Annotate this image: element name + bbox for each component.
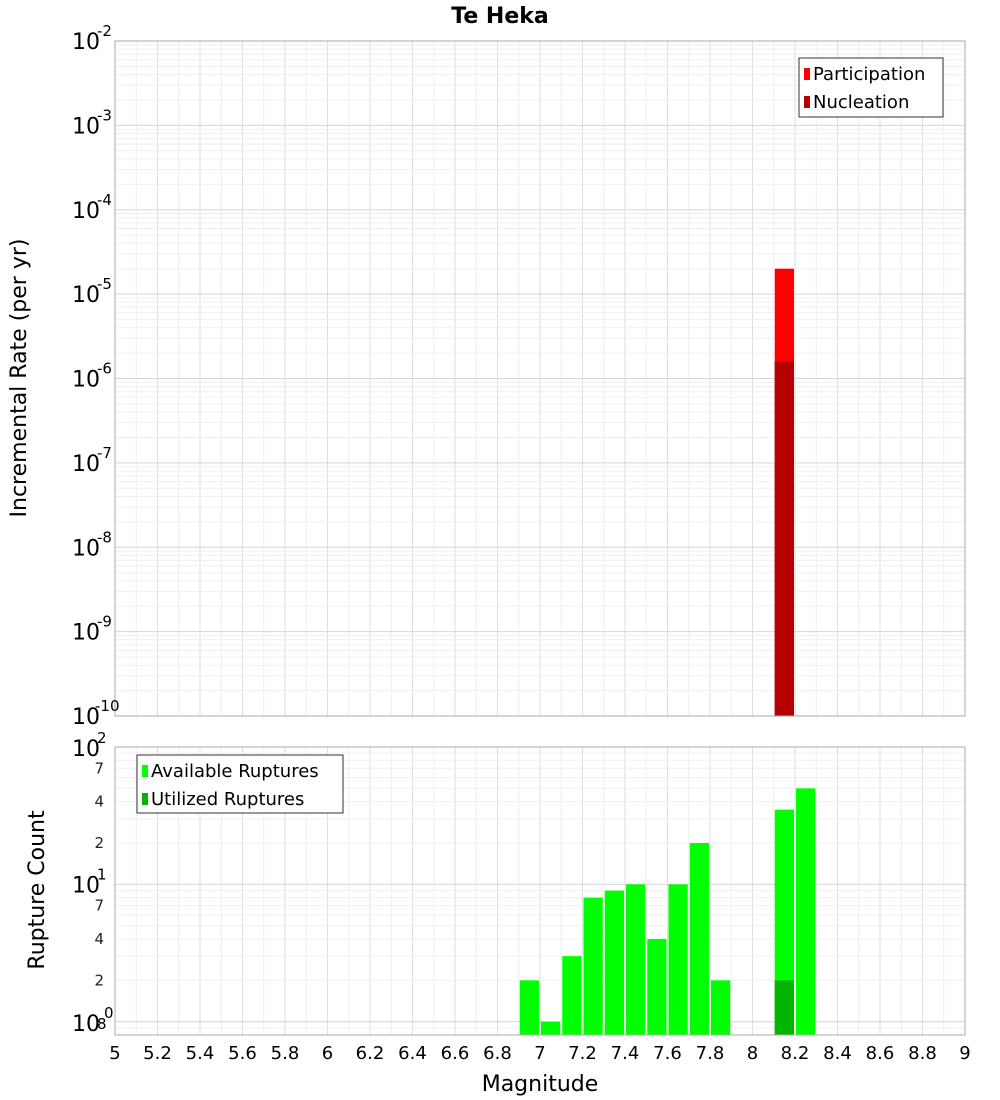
- y-tick-label: 10: [72, 536, 100, 561]
- y-tick-label: 10: [72, 1012, 100, 1037]
- y-tick-exponent: -2: [97, 22, 112, 40]
- x-tick-label: 6.2: [356, 1043, 385, 1064]
- legend-swatch: [142, 765, 148, 777]
- x-tick-label: 5.4: [186, 1043, 215, 1064]
- y-tick-label: 10: [72, 368, 100, 393]
- legend-box: [798, 57, 944, 118]
- x-tick-label: 5.6: [228, 1043, 257, 1064]
- y-tick-exponent: -9: [97, 613, 112, 631]
- y-tick-label: 10: [72, 737, 100, 762]
- x-tick-label: 8.6: [866, 1043, 895, 1064]
- y-tick-label: 10: [72, 873, 100, 898]
- x-tick-label: 8: [747, 1043, 758, 1064]
- top-y-axis-label: Incremental Rate (per yr): [7, 239, 32, 518]
- x-axis: 5 5.2 5.4 5.6 5.8 6 6.2 6.4 6.6 6.8 7 7.2 7.4 7.6 7.8 8…: [109, 1043, 970, 1064]
- x-tick-label: 6.6: [441, 1043, 470, 1064]
- y-tick-exponent: -10: [95, 697, 120, 715]
- x-tick-label: 7.4: [611, 1043, 640, 1064]
- y-tick-exponent: 1: [97, 865, 107, 883]
- x-tick-label: 7.2: [568, 1043, 597, 1064]
- x-tick-label: 6.4: [398, 1043, 427, 1064]
- legend-swatch: [804, 96, 810, 108]
- x-tick-label: 8.4: [823, 1043, 852, 1064]
- available-ruptures-bar: [626, 884, 646, 1035]
- y-minor-tick-label: 4: [94, 930, 104, 948]
- plot-frame: [114, 746, 966, 1036]
- y-tick-exponent: -5: [97, 275, 112, 293]
- x-tick-label: 7.8: [696, 1043, 725, 1064]
- legend-swatch: [804, 68, 810, 80]
- x-tick-label: 7: [534, 1043, 545, 1064]
- y-tick-label: 10: [72, 283, 100, 308]
- y-tick-exponent: -3: [97, 106, 112, 124]
- legend-label: Available Ruptures: [151, 761, 319, 782]
- y-tick-exponent: 0: [104, 1004, 114, 1022]
- x-tick-label: 5: [109, 1043, 120, 1064]
- y-tick-exponent: 8: [97, 1015, 107, 1033]
- available-ruptures-bar: [774, 809, 794, 1035]
- available-ruptures-bar: [668, 884, 688, 1035]
- x-tick-label: 9: [959, 1043, 970, 1064]
- y-tick-label: 10: [72, 30, 100, 55]
- y-tick-label: 10: [72, 705, 100, 730]
- x-tick-label: 8.8: [908, 1043, 937, 1064]
- x-tick-label: 5.2: [143, 1043, 172, 1064]
- available-ruptures-bar: [647, 939, 667, 1035]
- legend-label: Utilized Ruptures: [151, 789, 304, 810]
- x-axis-label: Magnitude: [482, 1072, 599, 1097]
- bottom-y-axis-label: Rupture Count: [25, 810, 50, 970]
- legend-box: [136, 754, 344, 814]
- y-tick-exponent: 2: [97, 729, 107, 747]
- x-tick-label: 6.8: [483, 1043, 512, 1064]
- available-ruptures-bar: [711, 980, 731, 1035]
- y-tick-label: 10: [72, 114, 100, 139]
- x-tick-label: 8.2: [781, 1043, 810, 1064]
- available-ruptures-bar: [519, 980, 539, 1035]
- plot-frame: [114, 40, 966, 717]
- y-tick-exponent: -4: [97, 191, 112, 209]
- legend-swatch: [142, 793, 148, 805]
- available-ruptures-bar: [541, 1021, 561, 1035]
- y-minor-tick-label: 7: [94, 759, 104, 777]
- y-tick-label: 10: [72, 621, 100, 646]
- y-tick-label: 10: [72, 452, 100, 477]
- y-minor-tick-label: 2: [94, 834, 104, 852]
- utilized-ruptures-bar: [774, 980, 794, 1035]
- y-minor-tick-label: 2: [94, 971, 104, 989]
- x-tick-label: 5.8: [271, 1043, 300, 1064]
- y-tick-exponent: -6: [97, 360, 112, 378]
- x-tick-label: 6: [322, 1043, 333, 1064]
- legend-label: Participation: [813, 64, 925, 85]
- x-tick-label: 7.6: [653, 1043, 682, 1064]
- y-tick-exponent: -7: [97, 444, 112, 462]
- top-panel: 10-210-310-410-510-610-710-810-910-10Par…: [72, 22, 966, 730]
- available-ruptures-bar: [604, 890, 624, 1035]
- nucleation-bar: [774, 361, 794, 716]
- y-tick-label: 10: [72, 199, 100, 224]
- y-tick-exponent: -8: [97, 528, 112, 546]
- chart-title: Te Heka: [451, 4, 548, 29]
- y-minor-tick-label: 4: [94, 793, 104, 811]
- legend-label: Nucleation: [813, 92, 909, 113]
- y-minor-tick-label: 7: [94, 897, 104, 915]
- available-ruptures-bar: [583, 897, 603, 1035]
- available-ruptures-bar: [689, 843, 709, 1035]
- available-ruptures-bar: [796, 788, 816, 1035]
- available-ruptures-bar: [562, 956, 582, 1035]
